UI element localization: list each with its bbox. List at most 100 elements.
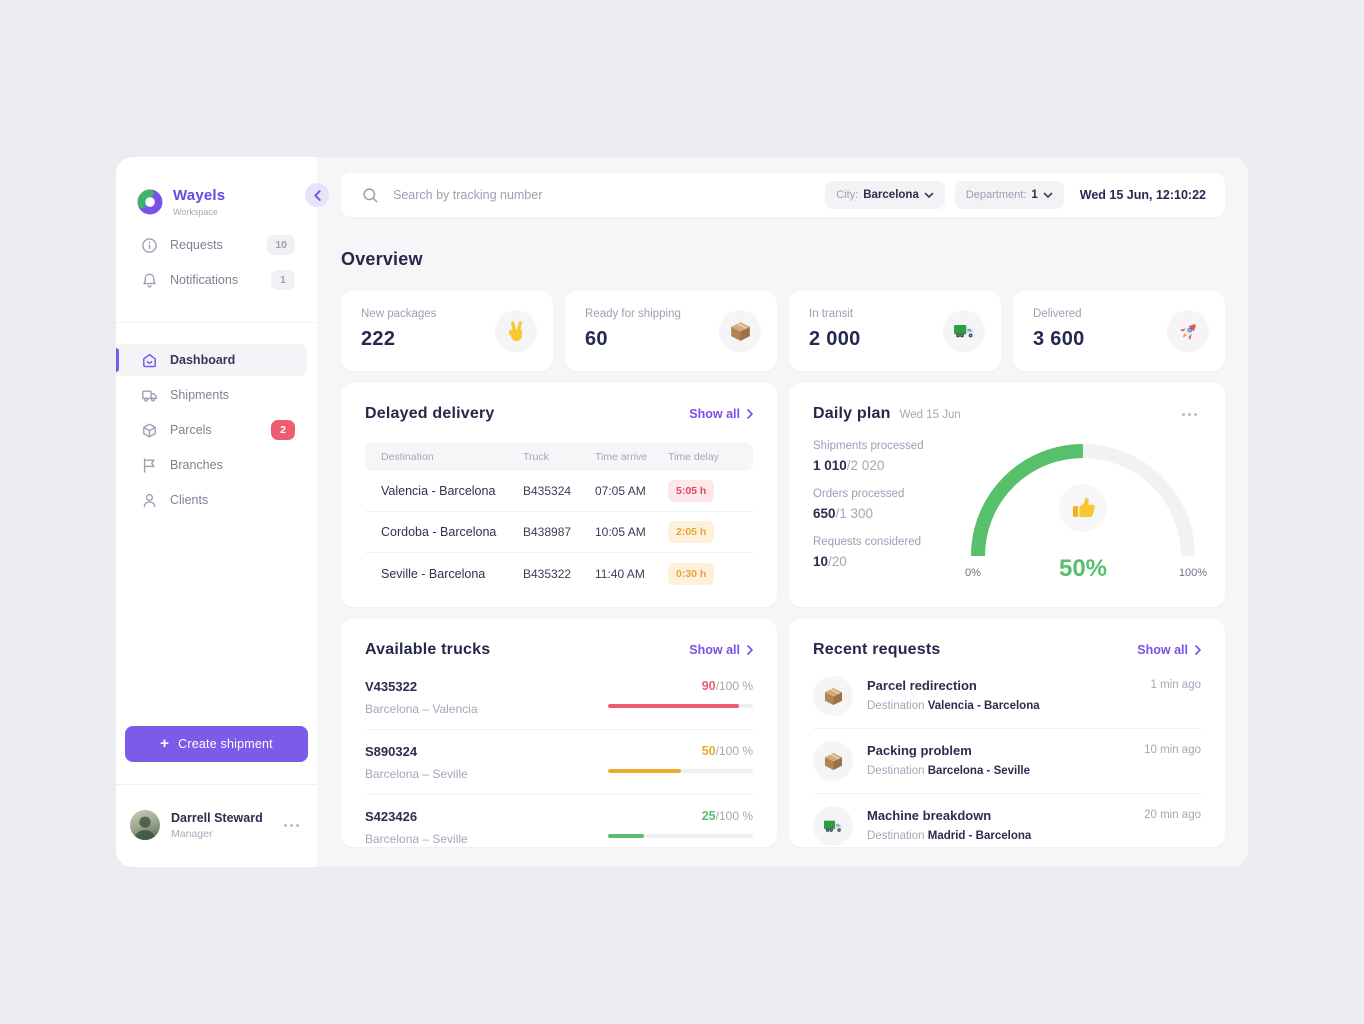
chevron-right-icon — [1195, 645, 1201, 655]
sidebar-item-shipments[interactable]: Shipments — [116, 379, 307, 411]
sidebar-item-requests[interactable]: Requests 10 — [116, 230, 317, 260]
sidebar-item-clients[interactable]: Clients — [116, 484, 307, 516]
gauge-percent-value: 50% — [1058, 555, 1108, 582]
bell-icon — [143, 273, 156, 288]
daily-plan-card: Daily plan Wed 15 Jun Shipments processe… — [789, 383, 1225, 607]
request-title: Packing problem — [867, 743, 972, 758]
search-input[interactable] — [393, 188, 816, 202]
cell-destination: Cordoba - Barcelona — [381, 525, 497, 539]
available-trucks-card: Available trucks Show all V435322 Barcel… — [341, 619, 777, 847]
cube-icon — [143, 423, 156, 437]
capacity-bar — [608, 769, 753, 773]
sidebar-item-label: Parcels — [170, 423, 212, 437]
table-row[interactable]: Valencia - Barcelona B435324 07:05 AM 5:… — [365, 471, 753, 512]
daily-plan-menu-button[interactable] — [1178, 409, 1201, 420]
sidebar-item-label: Notifications — [170, 273, 239, 287]
card-title: Daily plan — [813, 405, 891, 422]
truck-row[interactable]: V435322 Barcelona – Valencia 90/100 % — [365, 665, 753, 730]
cell-truck: B435324 — [523, 484, 572, 498]
page-title: Overview — [341, 249, 423, 269]
chevron-right-icon — [747, 409, 753, 419]
profile-menu-button[interactable] — [280, 820, 303, 831]
notifications-count-badge: 1 — [271, 270, 295, 290]
stat-value: 2 000 — [809, 328, 861, 350]
dashboard-home-icon — [143, 353, 156, 367]
request-list: Parcel redirection Destination Valencia … — [813, 664, 1201, 858]
stat-value: 3 600 — [1033, 328, 1085, 350]
create-shipment-label: Create shipment — [178, 737, 273, 751]
sidebar-collapse-button[interactable] — [305, 183, 329, 207]
gauge-min-label: 0% — [965, 567, 981, 579]
sidebar-divider — [116, 322, 317, 323]
truck-icon — [943, 310, 985, 352]
request-title: Parcel redirection — [867, 678, 977, 693]
profile-row[interactable]: Darrell Steward Manager — [130, 810, 303, 840]
sidebar-menu: Dashboard Shipments Parcels 2 — [116, 344, 317, 516]
requests-count-badge: 10 — [267, 235, 295, 255]
card-title: Available trucks — [365, 641, 491, 658]
request-destination: Destination Valencia - Barcelona — [867, 700, 1040, 712]
sidebar-item-dashboard[interactable]: Dashboard — [116, 344, 307, 376]
stat-label: New packages — [361, 308, 437, 320]
truck-route: Barcelona – Valencia — [365, 702, 478, 716]
department-filter-label: Department: — [965, 189, 1027, 201]
sidebar-item-notifications[interactable]: Notifications 1 — [116, 265, 317, 295]
stat-card-new-packages: New packages 222 — [341, 291, 553, 371]
stats-row: New packages 222 Ready for shipping 60 I… — [341, 291, 1225, 371]
sidebar-item-parcels[interactable]: Parcels 2 — [116, 414, 307, 446]
request-item[interactable]: Packing problem Destination Barcelona - … — [813, 729, 1201, 794]
chevron-left-icon — [313, 189, 321, 201]
truck-route: Barcelona – Seville — [365, 832, 468, 846]
table-row[interactable]: Cordoba - Barcelona B438987 10:05 AM 2:0… — [365, 512, 753, 553]
chevron-down-icon — [1043, 192, 1053, 198]
stat-card-delivered: Delivered 3 600 — [1013, 291, 1225, 371]
stat-label: Delivered — [1033, 308, 1082, 320]
column-truck: Truck — [523, 450, 549, 463]
cell-time-arrive: 10:05 AM — [595, 525, 646, 539]
stat-label: Orders processed — [813, 488, 905, 500]
daily-plan-stats: Shipments processed 1 010/2 020 Orders p… — [813, 440, 963, 569]
gauge-chart — [971, 444, 1195, 557]
thumbs-up-icon — [1059, 484, 1107, 532]
avatar — [130, 810, 160, 840]
wayels-logo-icon — [137, 189, 163, 215]
delayed-delivery-show-all-link[interactable]: Show all — [689, 407, 753, 421]
column-time-delay: Time delay — [668, 450, 719, 463]
department-filter-dropdown[interactable]: Department: 1 — [954, 181, 1064, 209]
recent-requests-card: Recent requests Show all Parcel redirect… — [789, 619, 1225, 847]
column-time-arrive: Time arrive — [595, 450, 648, 463]
capacity-bar — [608, 834, 753, 838]
brand-workspace-label: Workspace — [173, 207, 218, 217]
city-filter-label: City: — [836, 189, 859, 201]
stat-label: In transit — [809, 308, 854, 320]
stat-card-ready-for-shipping: Ready for shipping 60 — [565, 291, 777, 371]
delay-badge: 0:30 h — [668, 562, 715, 585]
request-item[interactable]: Parcel redirection Destination Valencia … — [813, 664, 1201, 729]
sidebar-item-label: Requests — [170, 238, 223, 252]
victory-hand-icon — [495, 310, 537, 352]
sidebar-divider — [116, 784, 317, 785]
truck-list: V435322 Barcelona – Valencia 90/100 % S8… — [365, 665, 753, 859]
recent-requests-show-all-link[interactable]: Show all — [1137, 643, 1201, 657]
truck-route: Barcelona – Seville — [365, 767, 468, 781]
table-row[interactable]: Seville - Barcelona B435322 11:40 AM 0:3… — [365, 553, 753, 594]
column-destination: Destination — [381, 450, 434, 463]
cards-grid: Delayed delivery Show all Destination Tr… — [341, 383, 1225, 847]
truck-row[interactable]: S423426 Barcelona – Seville 25/100 % — [365, 795, 753, 859]
capacity-bar — [608, 704, 753, 708]
truck-row[interactable]: S890324 Barcelona – Seville 50/100 % — [365, 730, 753, 795]
sidebar-item-label: Clients — [170, 493, 209, 507]
delay-badge: 2:05 h — [668, 521, 715, 543]
city-filter-value: Barcelona — [863, 189, 919, 201]
parcels-count-badge: 2 — [271, 420, 295, 440]
request-item[interactable]: Machine breakdown Destination Madrid - B… — [813, 794, 1201, 858]
cell-truck: B438987 — [523, 525, 572, 539]
delayed-delivery-table: Destination Truck Time arrive Time delay… — [365, 442, 753, 594]
sidebar-item-branches[interactable]: Branches — [116, 449, 307, 481]
delayed-delivery-card: Delayed delivery Show all Destination Tr… — [341, 383, 777, 607]
create-shipment-button[interactable]: + Create shipment — [125, 726, 308, 762]
city-filter-dropdown[interactable]: City: Barcelona — [825, 181, 945, 209]
available-trucks-show-all-link[interactable]: Show all — [689, 643, 753, 657]
profile-name: Darrell Steward — [171, 810, 263, 825]
truck-capacity-value: 90/100 % — [701, 679, 753, 693]
